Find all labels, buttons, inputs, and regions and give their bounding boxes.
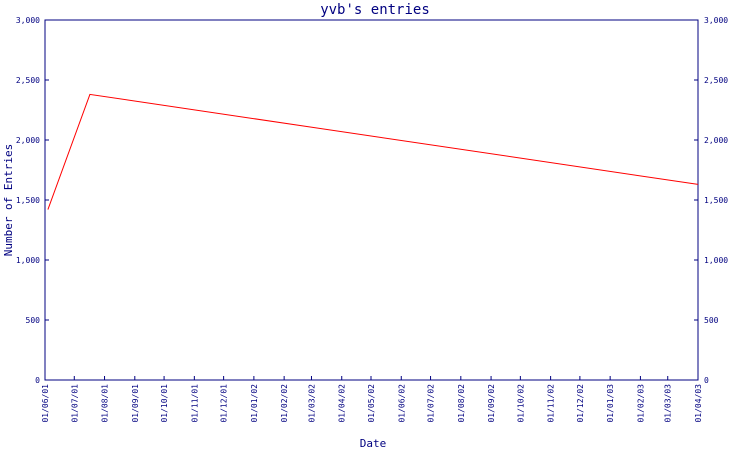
y-tick-right-label: 0: [704, 376, 709, 385]
y-axis-label: Number of Entries: [2, 144, 15, 257]
x-tick-label: 01/12/01: [220, 384, 229, 423]
y-tick-right-label: 1,000: [704, 256, 728, 265]
x-tick-label: 01/09/01: [131, 384, 140, 423]
x-tick-label: 01/11/02: [547, 384, 556, 423]
x-tick-label: 01/01/03: [606, 384, 615, 423]
x-tick-label: 01/02/03: [636, 384, 645, 423]
x-tick-label: 01/05/02: [367, 384, 376, 423]
y-tick-left-label: 500: [26, 316, 41, 325]
x-tick-label: 01/08/01: [101, 384, 110, 423]
y-tick-left-label: 2,500: [16, 76, 40, 85]
x-tick-label: 01/04/03: [694, 384, 703, 423]
x-tick-label: 01/01/02: [250, 384, 259, 423]
y-ticks-right: 0 500 1,000 1,500 2,000 2,500 3,000: [694, 16, 728, 385]
x-axis-label: Date: [360, 437, 387, 450]
series-layer: [47, 93, 699, 210]
x-tick-label: 01/10/01: [160, 384, 169, 423]
y-tick-right-label: 3,000: [704, 16, 728, 25]
x-tick-label: 01/03/03: [664, 384, 673, 423]
x-tick-label: 01/08/02: [457, 384, 466, 423]
x-tick-label: 01/04/02: [338, 384, 347, 423]
series-line-0: [47, 93, 699, 210]
y-ticks-left: 0 500 1,000 1,500 2,000 2,500 3,000: [16, 16, 49, 385]
y-tick-right-label: 500: [704, 316, 719, 325]
x-tick-label: 01/11/01: [190, 384, 199, 423]
y-tick-left-label: 2,000: [16, 136, 40, 145]
x-tick-label: 01/02/02: [280, 384, 289, 423]
chart-title: yvb's entries: [320, 2, 430, 18]
y-tick-left-label: 3,000: [16, 16, 40, 25]
y-tick-left-label: 0: [35, 376, 40, 385]
x-tick-label: 01/07/01: [70, 384, 79, 423]
plot-frame: [44, 19, 699, 381]
x-tick-label: 01/06/02: [397, 384, 406, 423]
x-tick-label: 01/12/02: [576, 384, 585, 423]
y-tick-right-label: 2,500: [704, 76, 728, 85]
x-ticks: 01/06/01 01/07/01 01/08/01 01/09/01 01/10/01…: [41, 376, 703, 423]
y-tick-left-label: 1,000: [16, 256, 40, 265]
x-tick-label: 01/06/01: [41, 384, 50, 423]
y-tick-right-label: 1,500: [704, 196, 728, 205]
y-tick-right-label: 2,000: [704, 136, 728, 145]
x-tick-label: 01/10/02: [516, 384, 525, 423]
x-tick-label: 01/03/02: [307, 384, 316, 423]
x-tick-label: 01/07/02: [427, 384, 436, 423]
x-tick-label: 01/09/02: [487, 384, 496, 423]
y-tick-left-label: 1,500: [16, 196, 40, 205]
